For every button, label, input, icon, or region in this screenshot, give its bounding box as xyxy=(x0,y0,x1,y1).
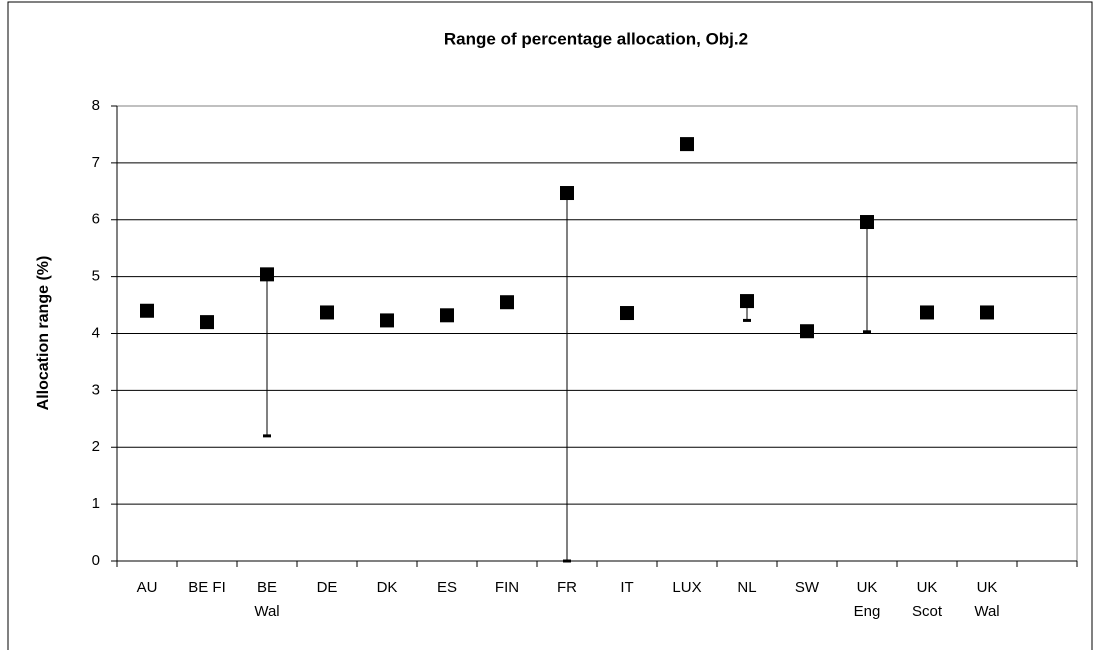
x-tick-label: UK Scot xyxy=(911,579,942,620)
chart-title: Range of percentage allocation, Obj.2 xyxy=(444,29,748,48)
high-marker xyxy=(320,305,334,320)
y-tick-label: 8 xyxy=(92,97,100,114)
x-tick-label: DK xyxy=(376,579,398,596)
high-marker xyxy=(800,324,814,339)
y-tick-label: 2 xyxy=(92,438,100,455)
y-tick-label: 1 xyxy=(92,495,100,512)
x-tick-label: DE xyxy=(316,579,338,596)
x-tick-label: BE Wal xyxy=(254,579,280,620)
x-tick-label: AU xyxy=(136,579,158,596)
high-marker xyxy=(680,137,694,152)
chart-border xyxy=(7,1,1093,650)
x-tick-label: IT xyxy=(620,579,634,596)
x-tick-label: LUX xyxy=(672,579,702,596)
high-marker xyxy=(380,313,394,328)
high-marker xyxy=(920,305,934,320)
high-marker xyxy=(860,215,874,230)
high-marker xyxy=(740,294,754,309)
y-tick-label: 3 xyxy=(92,381,100,398)
x-tick-label: NL xyxy=(737,579,757,596)
y-tick-label: 0 xyxy=(92,552,100,569)
x-tick-label: BE FI xyxy=(188,579,226,596)
x-tick-label: FR xyxy=(557,579,577,596)
y-axis-label: Allocation range (%) xyxy=(35,256,52,411)
high-marker xyxy=(560,186,574,201)
y-tick-label: 4 xyxy=(92,324,100,341)
x-tick-label: UK Eng xyxy=(853,579,881,620)
x-tick-label: FIN xyxy=(494,579,520,596)
high-marker xyxy=(260,267,274,282)
high-marker xyxy=(620,306,634,321)
high-marker xyxy=(980,305,994,320)
x-tick-label: UK Wal xyxy=(974,579,1000,620)
high-marker xyxy=(440,308,454,323)
x-tick-label: SW xyxy=(794,579,820,596)
high-marker xyxy=(500,295,514,310)
y-tick-label: 7 xyxy=(92,154,100,171)
high-marker xyxy=(140,303,154,318)
y-tick-label: 5 xyxy=(92,268,100,285)
x-tick-label: ES xyxy=(436,579,457,596)
high-marker xyxy=(200,315,214,330)
y-tick-label: 6 xyxy=(92,211,100,228)
